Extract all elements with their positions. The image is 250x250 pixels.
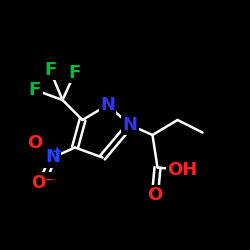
- Text: N: N: [100, 96, 115, 114]
- Text: F: F: [69, 64, 81, 82]
- Text: O: O: [28, 134, 42, 152]
- Text: +: +: [51, 145, 62, 158]
- Text: O⁻: O⁻: [31, 174, 54, 192]
- Text: O: O: [148, 186, 162, 204]
- Text: N: N: [122, 116, 138, 134]
- Text: F: F: [29, 81, 41, 99]
- Text: F: F: [44, 61, 56, 79]
- Text: OH: OH: [168, 161, 198, 179]
- Text: N: N: [45, 148, 60, 166]
